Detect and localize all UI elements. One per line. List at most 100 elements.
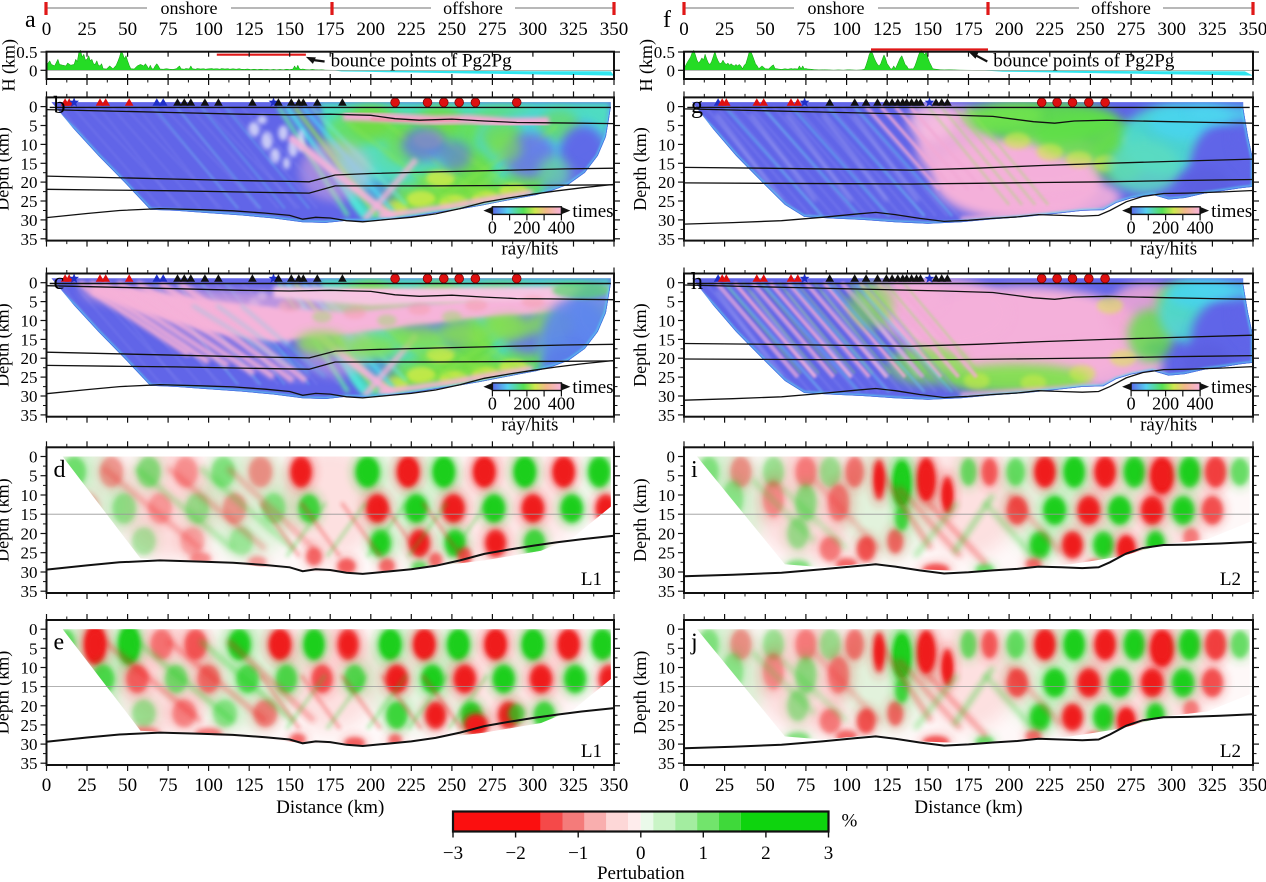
svg-text:offshore: offshore	[1091, 0, 1151, 18]
svg-text:ray/hits: ray/hits	[501, 238, 558, 259]
svg-text:300: 300	[1157, 19, 1186, 40]
svg-text:275: 275	[1117, 19, 1146, 40]
svg-text:125: 125	[235, 19, 264, 40]
svg-text:bounce points of Pg2Pg: bounce points of Pg2Pg	[993, 51, 1175, 72]
svg-text:50: 50	[118, 19, 137, 40]
svg-text:15: 15	[658, 154, 675, 173]
svg-text:onshore: onshore	[808, 0, 865, 18]
svg-text:125: 125	[873, 775, 902, 796]
svg-text:Distance (km): Distance (km)	[276, 797, 384, 818]
svg-text:200: 200	[513, 217, 540, 237]
svg-text:−1: −1	[568, 843, 588, 864]
svg-text:0: 0	[488, 217, 497, 237]
svg-text:200: 200	[357, 775, 386, 796]
svg-text:15: 15	[658, 330, 675, 349]
svg-text:150: 150	[275, 19, 304, 40]
svg-text:5: 5	[667, 293, 676, 312]
svg-text:0: 0	[1127, 217, 1136, 237]
svg-text:Depth (km): Depth (km)	[630, 303, 651, 386]
svg-text:j: j	[690, 630, 698, 656]
svg-text:20: 20	[21, 525, 38, 544]
svg-text:225: 225	[1036, 19, 1065, 40]
svg-text:25: 25	[78, 19, 97, 40]
svg-text:0: 0	[488, 394, 497, 414]
svg-text:−2: −2	[505, 843, 525, 864]
svg-text:35: 35	[21, 754, 38, 773]
svg-text:5: 5	[667, 467, 676, 486]
svg-text:75: 75	[796, 19, 815, 40]
svg-text:175: 175	[316, 19, 345, 40]
svg-text:L2: L2	[1220, 569, 1241, 590]
svg-text:25: 25	[21, 192, 38, 211]
svg-text:3: 3	[824, 843, 834, 864]
svg-text:200: 200	[357, 19, 386, 40]
svg-text:0: 0	[42, 775, 52, 796]
svg-text:35: 35	[21, 582, 38, 601]
svg-text:−3: −3	[443, 843, 463, 864]
svg-text:30: 30	[21, 735, 38, 754]
svg-text:10: 10	[21, 486, 38, 505]
svg-text:bounce points of Pg2Pg: bounce points of Pg2Pg	[331, 51, 513, 72]
svg-text:30: 30	[21, 563, 38, 582]
svg-text:Depth (km): Depth (km)	[630, 127, 651, 210]
svg-text:150: 150	[914, 775, 943, 796]
svg-text:10: 10	[21, 135, 38, 154]
svg-text:20: 20	[658, 525, 675, 544]
svg-text:75: 75	[159, 775, 178, 796]
svg-text:0: 0	[42, 19, 52, 40]
svg-text:10: 10	[658, 312, 675, 331]
svg-text:5: 5	[29, 117, 38, 136]
svg-text:225: 225	[397, 19, 426, 40]
svg-text:275: 275	[478, 19, 507, 40]
svg-text:100: 100	[194, 775, 223, 796]
svg-text:350: 350	[1239, 775, 1266, 796]
svg-text:0.5: 0.5	[654, 43, 675, 62]
svg-text:5: 5	[667, 639, 676, 658]
svg-text:15: 15	[658, 505, 675, 524]
svg-text:75: 75	[796, 775, 815, 796]
svg-text:25: 25	[21, 544, 38, 563]
svg-text:350: 350	[1239, 19, 1266, 40]
svg-text:400: 400	[548, 394, 575, 414]
svg-text:35: 35	[658, 754, 675, 773]
svg-text:300: 300	[519, 19, 548, 40]
svg-text:35: 35	[658, 406, 675, 425]
svg-text:250: 250	[438, 775, 467, 796]
svg-text:15: 15	[21, 505, 38, 524]
svg-text:20: 20	[21, 349, 38, 368]
svg-text:200: 200	[1152, 217, 1179, 237]
svg-text:100: 100	[832, 775, 861, 796]
svg-text:a: a	[25, 7, 36, 33]
svg-text:35: 35	[21, 406, 38, 425]
svg-text:400: 400	[548, 217, 575, 237]
svg-text:c: c	[54, 269, 65, 295]
svg-text:25: 25	[715, 19, 734, 40]
svg-text:75: 75	[159, 19, 178, 40]
svg-text:20: 20	[658, 173, 675, 192]
svg-text:25: 25	[658, 368, 675, 387]
svg-text:10: 10	[658, 135, 675, 154]
svg-text:h: h	[691, 269, 703, 295]
svg-text:i: i	[691, 457, 698, 483]
svg-text:5: 5	[29, 639, 38, 658]
svg-text:L2: L2	[1220, 741, 1241, 762]
svg-text:0: 0	[667, 620, 676, 639]
svg-text:325: 325	[1198, 19, 1227, 40]
svg-text:400: 400	[1187, 217, 1214, 237]
svg-text:0: 0	[29, 61, 38, 80]
svg-text:20: 20	[658, 697, 675, 716]
svg-text:25: 25	[658, 716, 675, 735]
svg-text:15: 15	[21, 154, 38, 173]
svg-text:0: 0	[667, 274, 676, 293]
svg-text:2: 2	[761, 843, 771, 864]
svg-text:25: 25	[715, 775, 734, 796]
svg-text:5: 5	[29, 467, 38, 486]
svg-text:d: d	[54, 457, 66, 483]
svg-text:275: 275	[1117, 775, 1146, 796]
svg-text:325: 325	[559, 19, 588, 40]
svg-text:225: 225	[397, 775, 426, 796]
svg-text:150: 150	[914, 19, 943, 40]
svg-text:50: 50	[756, 19, 775, 40]
svg-text:0: 0	[679, 775, 689, 796]
svg-text:H (km): H (km)	[0, 39, 20, 92]
